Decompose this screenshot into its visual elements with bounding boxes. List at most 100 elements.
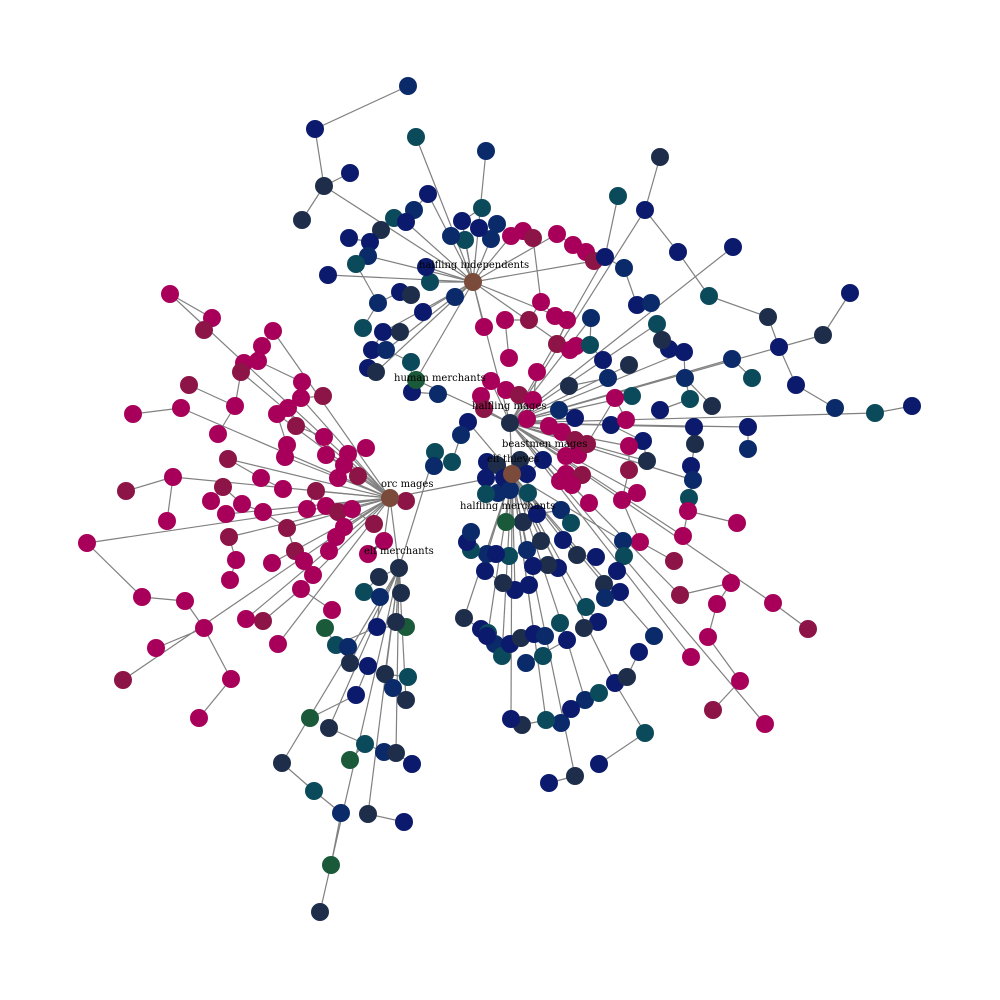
graph-node [371,588,389,606]
graph-node [147,639,165,657]
graph-node [395,813,413,831]
graph-node [339,445,357,463]
graph-node [462,523,480,541]
graph-node [482,372,500,390]
graph-node [590,755,608,773]
graph-node [614,532,632,550]
graph-node [359,805,377,823]
graph-node [552,501,570,519]
graph-node [631,533,649,551]
graph-node [453,212,471,230]
graph-node [557,447,575,465]
graph-node [590,684,608,702]
label-halfling-mages: halfling mages [472,401,546,412]
graph-node [370,568,388,586]
graph-node [214,478,232,496]
graph-node [306,120,324,138]
graph-node [665,552,683,570]
graph-node [524,557,542,575]
graph-node [575,619,593,637]
graph-edge [203,627,232,680]
graph-node [425,457,443,475]
graph-node [332,804,350,822]
graph-node [562,700,580,718]
graph-node [315,428,333,446]
graph-node [305,782,323,800]
graph-node [532,293,550,311]
graph-node [903,397,921,415]
graph-node [417,258,435,276]
graph-node [566,767,584,785]
graph-edge [327,274,474,283]
graph-node [651,148,669,166]
graph-edge [644,156,661,211]
graph-node [414,303,432,321]
graph-node [455,609,473,627]
graph-node [596,589,614,607]
graph-node [298,500,316,518]
graph-node [615,259,633,277]
graph-edge [86,542,143,598]
graph-edge [501,473,513,657]
graph-node [473,199,491,217]
graph-edge [349,567,400,664]
graph-node [618,668,636,686]
graph-node [728,514,746,532]
graph-node [278,519,296,537]
graph-node [421,273,439,291]
graph-edge [509,246,734,424]
graph-node [268,405,286,423]
graph-node [704,701,722,719]
graph-node [554,531,572,549]
graph-node [365,515,383,533]
graph-node [317,446,335,464]
graph-node [172,399,190,417]
graph-node [226,397,244,415]
graph-node [739,418,757,436]
graph-node [866,404,884,422]
graph-node [368,618,386,636]
graph-node [563,476,581,494]
graph-node [195,321,213,339]
graph-node [578,435,596,453]
graph-node [558,311,576,329]
graph-node [636,201,654,219]
graph-node [534,451,552,469]
graph-node [356,735,374,753]
graph-node [642,294,660,312]
graph-node [611,583,629,601]
graph-node [319,266,337,284]
graph-node [674,527,692,545]
graph-node [685,418,703,436]
graph-edge [347,453,391,499]
graph-node [684,471,702,489]
graph-node [743,369,761,387]
graph-node [158,512,176,530]
graph-node [615,547,633,565]
graph-node [221,571,239,589]
graph-edge [509,351,685,424]
graph-node [363,341,381,359]
hub-node [503,465,521,483]
graph-edge [415,136,474,283]
graph-node [426,443,444,461]
graph-node [487,545,505,563]
graph-node [645,627,663,645]
graph-edge [708,295,769,318]
graph-node [517,654,535,672]
graph-node [518,465,536,483]
graph-edge [314,85,409,130]
graph-node [357,439,375,457]
graph-edge [532,237,542,303]
graph-node [620,437,638,455]
graph-node [292,389,310,407]
graph-node [558,631,576,649]
graph-node [354,319,372,337]
label-halfling-independents: halfling independents [419,260,529,271]
graph-node [560,377,578,395]
graph-node [617,411,635,429]
label-elf-thieves: elf thieves [487,454,539,465]
graph-node [596,248,614,266]
graph-node [341,751,359,769]
graph-node [273,754,291,772]
